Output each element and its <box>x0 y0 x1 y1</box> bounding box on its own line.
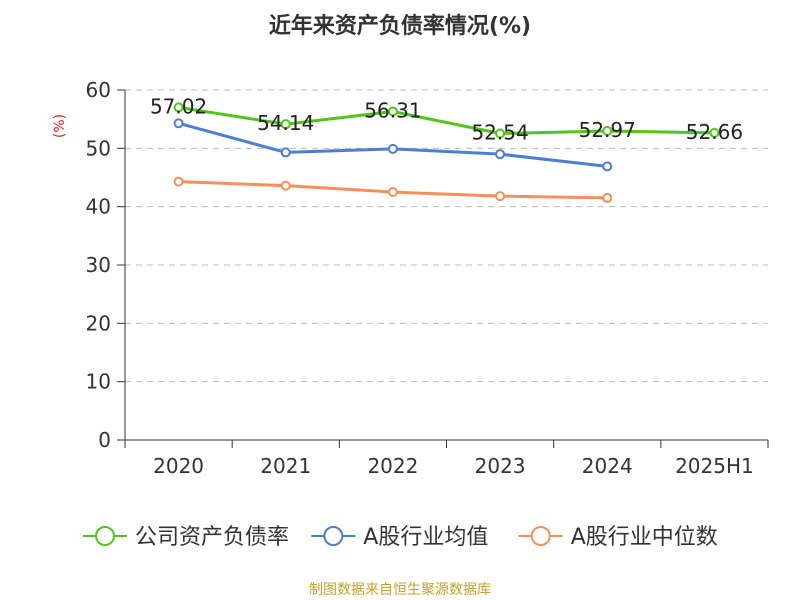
x-tick-label: 2024 <box>582 454 633 478</box>
series-point <box>602 192 613 203</box>
x-tick-label: 2021 <box>260 454 311 478</box>
legend-item[interactable]: 公司资产负债率 <box>83 525 289 550</box>
series-layer <box>173 102 720 203</box>
data-label: 52.66 <box>686 120 743 144</box>
y-tick-label: 60 <box>86 78 111 102</box>
legend-label: A股行业中位数 <box>571 525 718 550</box>
series-point <box>280 147 291 158</box>
series-point <box>387 143 398 154</box>
series-point <box>709 127 720 138</box>
data-label: 56.31 <box>364 99 421 123</box>
y-tick-label: 40 <box>86 195 111 219</box>
legend-item[interactable]: A股行业中位数 <box>518 525 718 550</box>
legend-label: A股行业均值 <box>363 525 488 550</box>
grid-layer <box>125 89 768 383</box>
y-tick-label: 20 <box>86 311 111 335</box>
series-point <box>387 106 398 117</box>
series-point <box>495 191 506 202</box>
y-tick-label: 10 <box>86 370 111 394</box>
source-footnote: 制图数据来自恒生聚源数据库 <box>309 582 491 598</box>
series-point <box>602 161 613 172</box>
series-point <box>602 126 613 137</box>
legend-label: 公司资产负债率 <box>135 525 289 550</box>
legend-marker-circle <box>323 526 344 546</box>
series-point <box>173 102 184 113</box>
x-tick-label: 2023 <box>475 454 526 478</box>
series-point <box>495 128 506 139</box>
series-line <box>178 105 715 136</box>
y-tick-label: 30 <box>86 253 111 277</box>
legend[interactable]: 公司资产负债率 A股行业均值 A股行业中位数 <box>83 525 718 550</box>
legend-marker-circle <box>95 526 115 546</box>
chart-title: 近年来资产负债率情况(%) <box>269 13 531 39</box>
y-tick-label: 0 <box>98 428 111 452</box>
axis-layer: 0 10 20 30 40 50 60 2020 2021 2022 2023 2024 2025H1 <box>86 78 769 478</box>
data-label: 57.02 <box>150 94 207 118</box>
legend-item[interactable]: A股行业均值 <box>311 525 488 550</box>
series-point <box>173 176 184 187</box>
x-tick-label: 2022 <box>367 454 418 478</box>
y-tick-label: 50 <box>86 136 111 160</box>
series-point <box>280 180 291 191</box>
series-point <box>495 149 506 160</box>
data-label: 52.97 <box>579 118 636 142</box>
y-axis-unit-label: (%) <box>52 114 68 138</box>
data-label-layer: 57.02 54.14 56.31 52.54 52.97 52.66 <box>150 94 743 144</box>
legend-marker-circle <box>530 526 551 546</box>
x-tick-label: 2020 <box>153 454 204 478</box>
data-label: 52.54 <box>471 121 528 145</box>
data-label: 54.14 <box>257 111 314 135</box>
series-point <box>173 118 184 129</box>
series-point <box>280 119 291 130</box>
x-tick-label: 2025H1 <box>675 454 754 478</box>
series-point <box>387 187 398 198</box>
